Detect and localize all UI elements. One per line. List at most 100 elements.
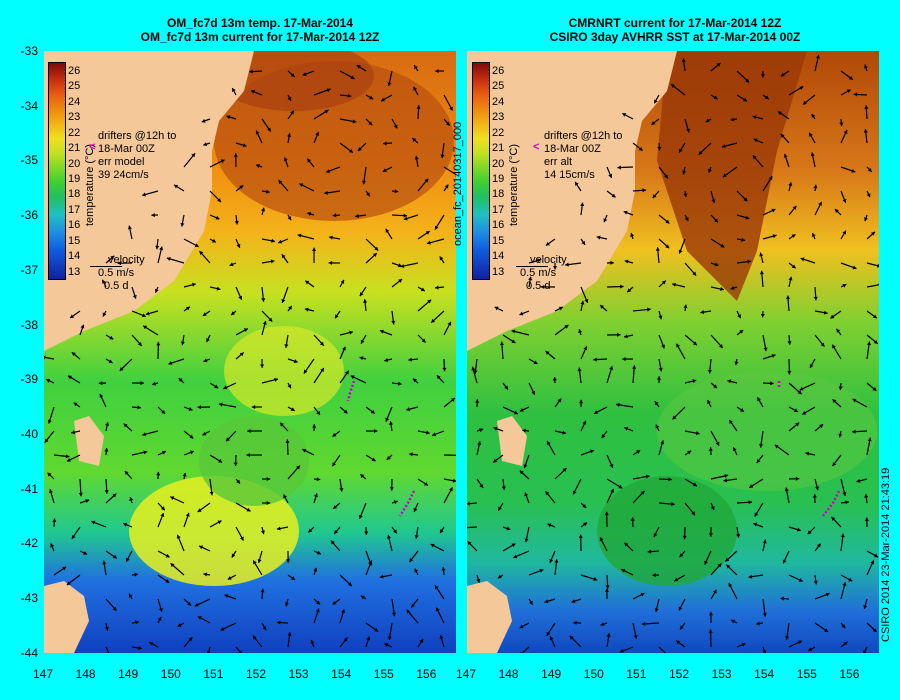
current-vector-head: [582, 420, 587, 425]
current-vector-head: [562, 468, 567, 472]
current-vector-head: [506, 526, 511, 531]
left-current-arrows: [44, 64, 456, 653]
current-vector-head: [511, 329, 516, 334]
current-vector-head: [511, 339, 516, 344]
current-vector-head: [391, 612, 397, 617]
current-vector-head: [112, 554, 117, 559]
current-vector-head: [303, 369, 308, 374]
current-vector-head: [333, 505, 338, 509]
current-vector-head: [872, 314, 877, 319]
colorbar-tick-label: 20: [68, 157, 81, 170]
current-vector-head: [360, 595, 365, 600]
current-vector-head: [710, 506, 715, 511]
current-vector-head: [686, 128, 690, 133]
current-vector-head: [52, 518, 57, 523]
left-legend-err: err model: [98, 156, 145, 168]
current-vector-head: [123, 522, 128, 527]
right-legend-stats: 14 15cm/s: [544, 169, 595, 181]
current-vector-head: [290, 110, 294, 115]
current-vector-head: [624, 542, 629, 547]
current-vector-head: [624, 259, 629, 264]
current-vector-head: [867, 167, 872, 172]
current-vector-head: [739, 329, 744, 334]
current-vector-head: [529, 600, 533, 605]
credit-label: CSIRO 2014 23-Mar-2014 21:43:19: [880, 467, 892, 642]
current-vector-head: [83, 551, 88, 555]
current-vector-head: [145, 311, 150, 316]
current-vector-head: [286, 559, 291, 563]
current-vector-head: [385, 417, 390, 422]
current-vector-head: [297, 233, 302, 238]
current-vector-head: [760, 313, 765, 318]
current-vector-head: [255, 130, 260, 135]
current-vector-head: [211, 238, 216, 243]
right-map-panel: [467, 51, 879, 653]
left-legend-time: 0.5 d: [104, 280, 129, 292]
current-vector-head: [450, 398, 455, 402]
current-vector-head: [369, 95, 374, 100]
current-vector-head: [65, 454, 70, 459]
current-vector-head: [440, 529, 444, 534]
current-vector-head: [202, 431, 207, 436]
current-vector-head: [161, 450, 166, 455]
current-vector-head: [238, 650, 242, 653]
current-vector-head: [547, 441, 551, 446]
current-vector-head: [397, 381, 402, 386]
current-vector-head: [393, 124, 398, 129]
current-vector-head: [382, 168, 387, 172]
current-vector-head: [785, 636, 790, 640]
current-vector-head: [218, 458, 223, 463]
longitude-tick-label: 151: [203, 667, 224, 681]
current-vector-head: [409, 558, 414, 562]
current-vector-head: [217, 520, 222, 525]
current-vector-head: [842, 283, 847, 288]
current-vector-head: [291, 576, 296, 580]
current-vector-head: [839, 122, 844, 127]
current-vector-head: [714, 262, 719, 267]
current-vector-head: [104, 448, 109, 452]
current-vector-head: [479, 484, 484, 489]
current-vector-head: [414, 155, 419, 160]
current-vector-head: [652, 194, 657, 199]
current-vector-head: [813, 184, 818, 189]
current-vector-head: [380, 97, 385, 102]
current-vector-head: [299, 183, 304, 188]
current-vector-head: [340, 279, 345, 284]
current-vector-head: [283, 157, 288, 162]
current-vector-head: [707, 399, 711, 404]
current-vector-head: [293, 359, 298, 364]
colorbar-tick-label: 15: [68, 234, 81, 247]
current-vector-head: [752, 155, 757, 160]
current-vector-head: [569, 635, 574, 640]
current-vector-head: [851, 168, 856, 173]
current-vector-head: [326, 169, 331, 173]
current-vector-head: [189, 434, 194, 439]
current-vector-head: [700, 310, 705, 315]
current-vector-head: [324, 190, 328, 195]
current-vector-head: [134, 572, 139, 577]
current-vector-head: [426, 430, 430, 435]
current-vector-head: [50, 543, 55, 548]
current-vector-head: [692, 379, 697, 384]
current-vector-head: [679, 148, 683, 153]
current-vector-head: [601, 434, 606, 439]
current-vector-head: [268, 317, 273, 322]
current-vector-head: [215, 215, 220, 220]
latitude-tick-label: -38: [20, 317, 38, 332]
current-vector-head: [71, 352, 76, 357]
latitude-tick-label: -44: [20, 645, 38, 660]
current-vector-head: [652, 573, 656, 578]
longitude-tick-label: 154: [331, 667, 352, 681]
current-vector-head: [519, 470, 524, 475]
current-vector-head: [267, 127, 271, 132]
right-drifter-symbol: <: [533, 141, 540, 153]
current-vector-head: [476, 578, 481, 583]
current-vector-head: [307, 158, 312, 163]
current-vector-head: [520, 651, 522, 653]
current-vector-head: [549, 558, 554, 563]
current-vector-head: [862, 650, 867, 653]
latitude-tick-label: -35: [20, 153, 38, 168]
current-vector-head: [330, 540, 335, 545]
current-vector-head: [499, 341, 505, 346]
current-vector-head: [661, 280, 666, 285]
